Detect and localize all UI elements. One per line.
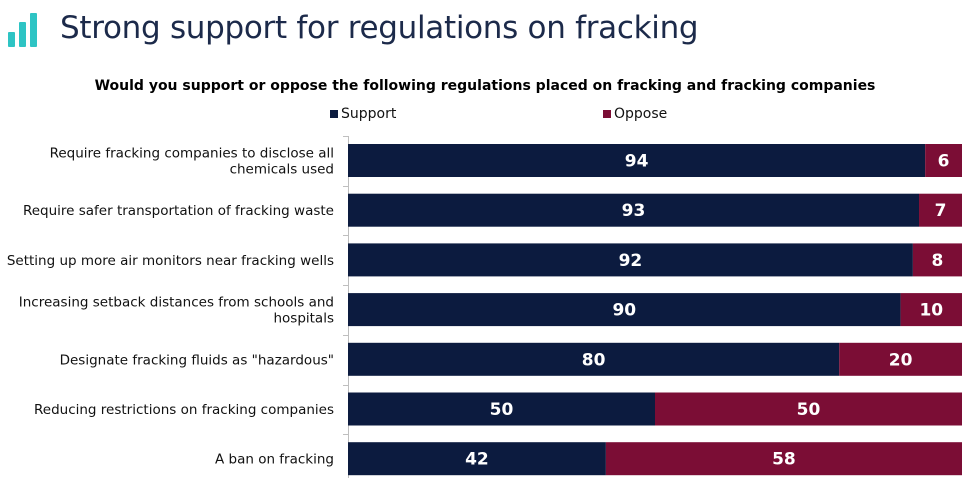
data-label-support: 92 <box>619 251 643 271</box>
data-label-support: 42 <box>465 450 489 470</box>
bar-chart-logo-icon <box>8 13 44 47</box>
data-label-oppose: 6 <box>938 152 950 172</box>
chart-legend: Support Oppose <box>0 106 980 126</box>
bar-oppose <box>839 342 962 376</box>
bar-support <box>348 392 655 426</box>
bar-oppose <box>925 144 962 177</box>
data-label-oppose: 7 <box>935 201 947 221</box>
category-label: Setting up more air monitors near fracki… <box>7 253 334 269</box>
bar-support <box>348 442 606 476</box>
bar-support <box>348 144 926 177</box>
data-label-oppose: 8 <box>932 251 944 271</box>
category-label: Reducing restrictions on fracking compan… <box>34 402 334 418</box>
bar-oppose <box>900 293 962 327</box>
category-label: Require fracking companies to disclose a… <box>50 146 334 178</box>
data-label-oppose: 10 <box>919 301 943 321</box>
category-label: Require safer transportation of fracking… <box>23 203 334 219</box>
bar-oppose <box>655 392 962 426</box>
legend-oppose: Oppose <box>603 106 667 122</box>
category-label: Increasing setback distances from school… <box>19 295 334 327</box>
data-label-oppose: 58 <box>772 450 796 470</box>
data-label-oppose: 50 <box>797 400 821 420</box>
bar-support <box>348 193 920 227</box>
page-title: Strong support for regulations on fracki… <box>60 10 699 46</box>
data-label-support: 90 <box>612 301 636 321</box>
category-label: Designate fracking fluids as "hazardous" <box>60 352 334 368</box>
legend-swatch-support <box>330 110 338 118</box>
chart-title: Would you support or oppose the followin… <box>94 78 876 94</box>
bar-oppose <box>919 193 962 227</box>
data-label-support: 93 <box>622 201 646 221</box>
bar-support <box>348 293 901 327</box>
legend-label-oppose: Oppose <box>614 106 668 122</box>
data-label-support: 50 <box>490 400 514 420</box>
legend-support: Support <box>330 106 396 122</box>
bar-oppose <box>912 243 962 277</box>
bar-support <box>348 342 840 376</box>
data-label-oppose: 20 <box>889 350 913 370</box>
category-label: A ban on fracking <box>215 452 334 468</box>
data-label-support: 94 <box>625 152 649 172</box>
bar-support <box>348 243 913 277</box>
bar-oppose <box>605 442 962 476</box>
data-label-support: 80 <box>582 350 606 370</box>
legend-label-support: Support <box>341 106 397 122</box>
legend-swatch-oppose <box>603 110 611 118</box>
